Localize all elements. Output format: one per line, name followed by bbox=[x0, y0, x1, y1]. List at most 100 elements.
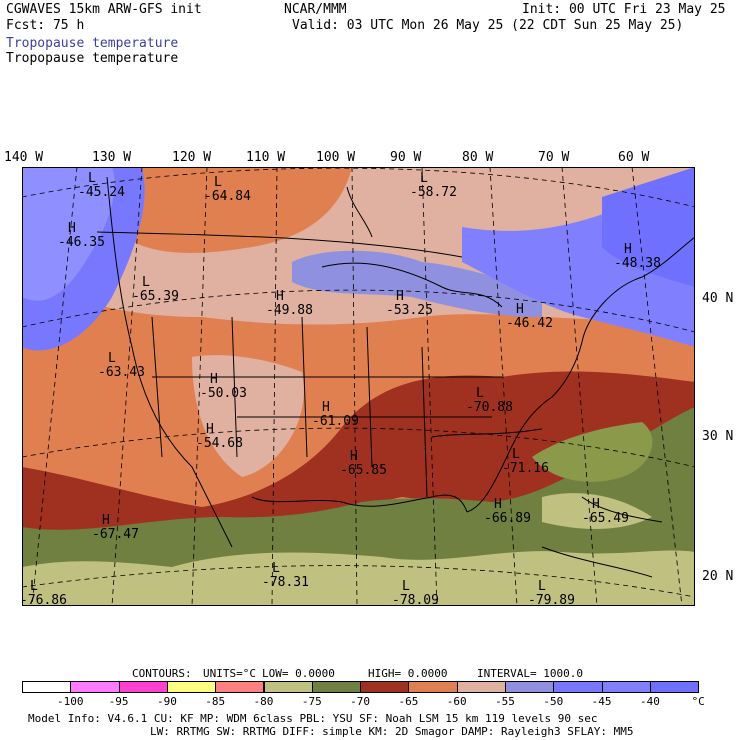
low-marker: L bbox=[512, 447, 520, 462]
extremum-value: -49.88 bbox=[266, 303, 313, 318]
high-marker: H bbox=[494, 497, 502, 512]
extremum-value: -50.03 bbox=[200, 386, 247, 401]
extremum-value: -67.47 bbox=[92, 527, 139, 542]
high-marker: H bbox=[276, 289, 284, 304]
colorbar-label: -95 bbox=[108, 695, 129, 708]
field-title-1: Tropopause temperature bbox=[6, 36, 179, 51]
colorbar-swatch bbox=[311, 681, 362, 693]
colorbar-swatch bbox=[215, 681, 265, 693]
extremum-value: -63.43 bbox=[98, 365, 145, 380]
extremum-value: -78.09 bbox=[392, 593, 439, 608]
high-marker: H bbox=[592, 497, 600, 512]
lon-label: 120 W bbox=[172, 150, 212, 165]
low-marker: L bbox=[88, 171, 96, 186]
extremum-value: -46.35 bbox=[58, 235, 105, 250]
colorbar-label: -50 bbox=[543, 695, 564, 708]
lon-label: 80 W bbox=[462, 150, 494, 165]
low-marker: L bbox=[402, 579, 410, 594]
colorbar-swatch bbox=[601, 681, 651, 693]
model-info-line-2: LW: RRTMG SW: RRTMG DIFF: simple KM: 2D … bbox=[150, 725, 634, 738]
colorbar-swatch bbox=[166, 681, 217, 693]
low-marker: L bbox=[420, 171, 428, 186]
extremum-value: -65.49 bbox=[582, 511, 629, 526]
lat-label: 40 N bbox=[702, 291, 734, 306]
colorbar-label: -40 bbox=[639, 695, 660, 708]
colorbar-label: -45 bbox=[591, 695, 612, 708]
org-label: NCAR/MMM bbox=[284, 2, 347, 17]
extremum-value: -48.38 bbox=[614, 256, 661, 271]
field-title-2: Tropopause temperature bbox=[6, 51, 179, 66]
interval-label: INTERVAL= 1000.0 bbox=[477, 667, 583, 680]
colorbar-swatch bbox=[456, 681, 506, 693]
lon-label: 140 W bbox=[4, 150, 44, 165]
extremum-value: -61.09 bbox=[312, 414, 359, 429]
high-marker: H bbox=[322, 400, 330, 415]
high-marker: H bbox=[102, 513, 110, 528]
high-marker: H bbox=[210, 372, 218, 387]
high-marker: H bbox=[350, 449, 358, 464]
high-label: HIGH= 0.0000 bbox=[368, 667, 448, 680]
extremum-value: -64.84 bbox=[204, 189, 251, 204]
lon-label: 60 W bbox=[618, 150, 650, 165]
low-label: LOW= 0.0000 bbox=[262, 667, 335, 680]
init-time: Init: 00 UTC Fri 23 May 25 bbox=[522, 2, 726, 17]
extremum-value: -66.89 bbox=[484, 511, 531, 526]
lon-label: 90 W bbox=[390, 150, 422, 165]
colorbar-swatch bbox=[505, 681, 555, 693]
colorbar-swatch bbox=[118, 681, 168, 693]
low-marker: L bbox=[214, 175, 222, 190]
colorbar-label: -70 bbox=[350, 695, 371, 708]
high-marker: H bbox=[516, 302, 524, 317]
extremum-value: -79.89 bbox=[528, 593, 575, 608]
units-label: UNITS=°C bbox=[203, 667, 256, 680]
lon-label: 130 W bbox=[92, 150, 132, 165]
colorbar-swatch bbox=[70, 681, 120, 693]
high-marker: H bbox=[624, 242, 632, 257]
valid-time: Valid: 03 UTC Mon 26 May 25 (22 CDT Sun … bbox=[292, 18, 684, 33]
high-marker: H bbox=[68, 221, 76, 236]
colorbar-label: -75 bbox=[301, 695, 322, 708]
model-title: CGWAVES 15km ARW-GFS init bbox=[6, 2, 202, 17]
colorbar-swatch bbox=[649, 681, 700, 693]
colorbar-label: -100 bbox=[57, 695, 84, 708]
extremum-value: -65.39 bbox=[132, 289, 179, 304]
colorbar-label: -90 bbox=[156, 695, 177, 708]
tropopause-temperature-map bbox=[22, 167, 695, 606]
contours-label: CONTOURS: bbox=[132, 667, 192, 680]
extremum-value: -45.24 bbox=[78, 185, 125, 200]
colorbar-label: °C bbox=[691, 695, 705, 708]
extremum-value: -54.68 bbox=[196, 436, 243, 451]
extremum-value: -53.25 bbox=[386, 303, 433, 318]
low-marker: L bbox=[476, 386, 484, 401]
colorbar-swatch bbox=[22, 681, 72, 693]
low-marker: L bbox=[108, 351, 116, 366]
colorbar-label: -55 bbox=[495, 695, 515, 708]
colorbar-label: -60 bbox=[446, 695, 467, 708]
colorbar-swatch bbox=[553, 681, 603, 693]
lon-label: 100 W bbox=[316, 150, 356, 165]
low-marker: L bbox=[142, 275, 150, 290]
low-marker: L bbox=[272, 561, 280, 576]
extremum-value: -71.16 bbox=[502, 461, 549, 476]
low-marker: L bbox=[30, 579, 38, 594]
lat-label: 30 N bbox=[702, 429, 734, 444]
colorbar-swatch bbox=[360, 681, 410, 693]
extremum-value: -70.88 bbox=[466, 400, 513, 415]
model-info-line-1: Model Info: V4.6.1 CU: KF MP: WDM 6class… bbox=[28, 712, 598, 725]
colorbar-label: -85 bbox=[205, 695, 226, 708]
high-marker: H bbox=[206, 422, 214, 437]
colorbar-swatch bbox=[263, 681, 313, 693]
low-marker: L bbox=[538, 579, 546, 594]
lon-label: 70 W bbox=[538, 150, 570, 165]
extremum-value: -76.86 bbox=[20, 593, 67, 608]
lon-label: 110 W bbox=[246, 150, 286, 165]
lat-label: 20 N bbox=[702, 569, 734, 584]
forecast-hour: Fcst: 75 h bbox=[6, 18, 85, 33]
high-marker: H bbox=[396, 289, 404, 304]
colorbar-label: -65 bbox=[398, 695, 419, 708]
extremum-value: -78.31 bbox=[262, 575, 309, 590]
extremum-value: -58.72 bbox=[410, 185, 457, 200]
extremum-value: -65.85 bbox=[340, 463, 387, 478]
colorbar-swatch bbox=[408, 681, 458, 693]
extremum-value: -46.42 bbox=[506, 316, 553, 331]
